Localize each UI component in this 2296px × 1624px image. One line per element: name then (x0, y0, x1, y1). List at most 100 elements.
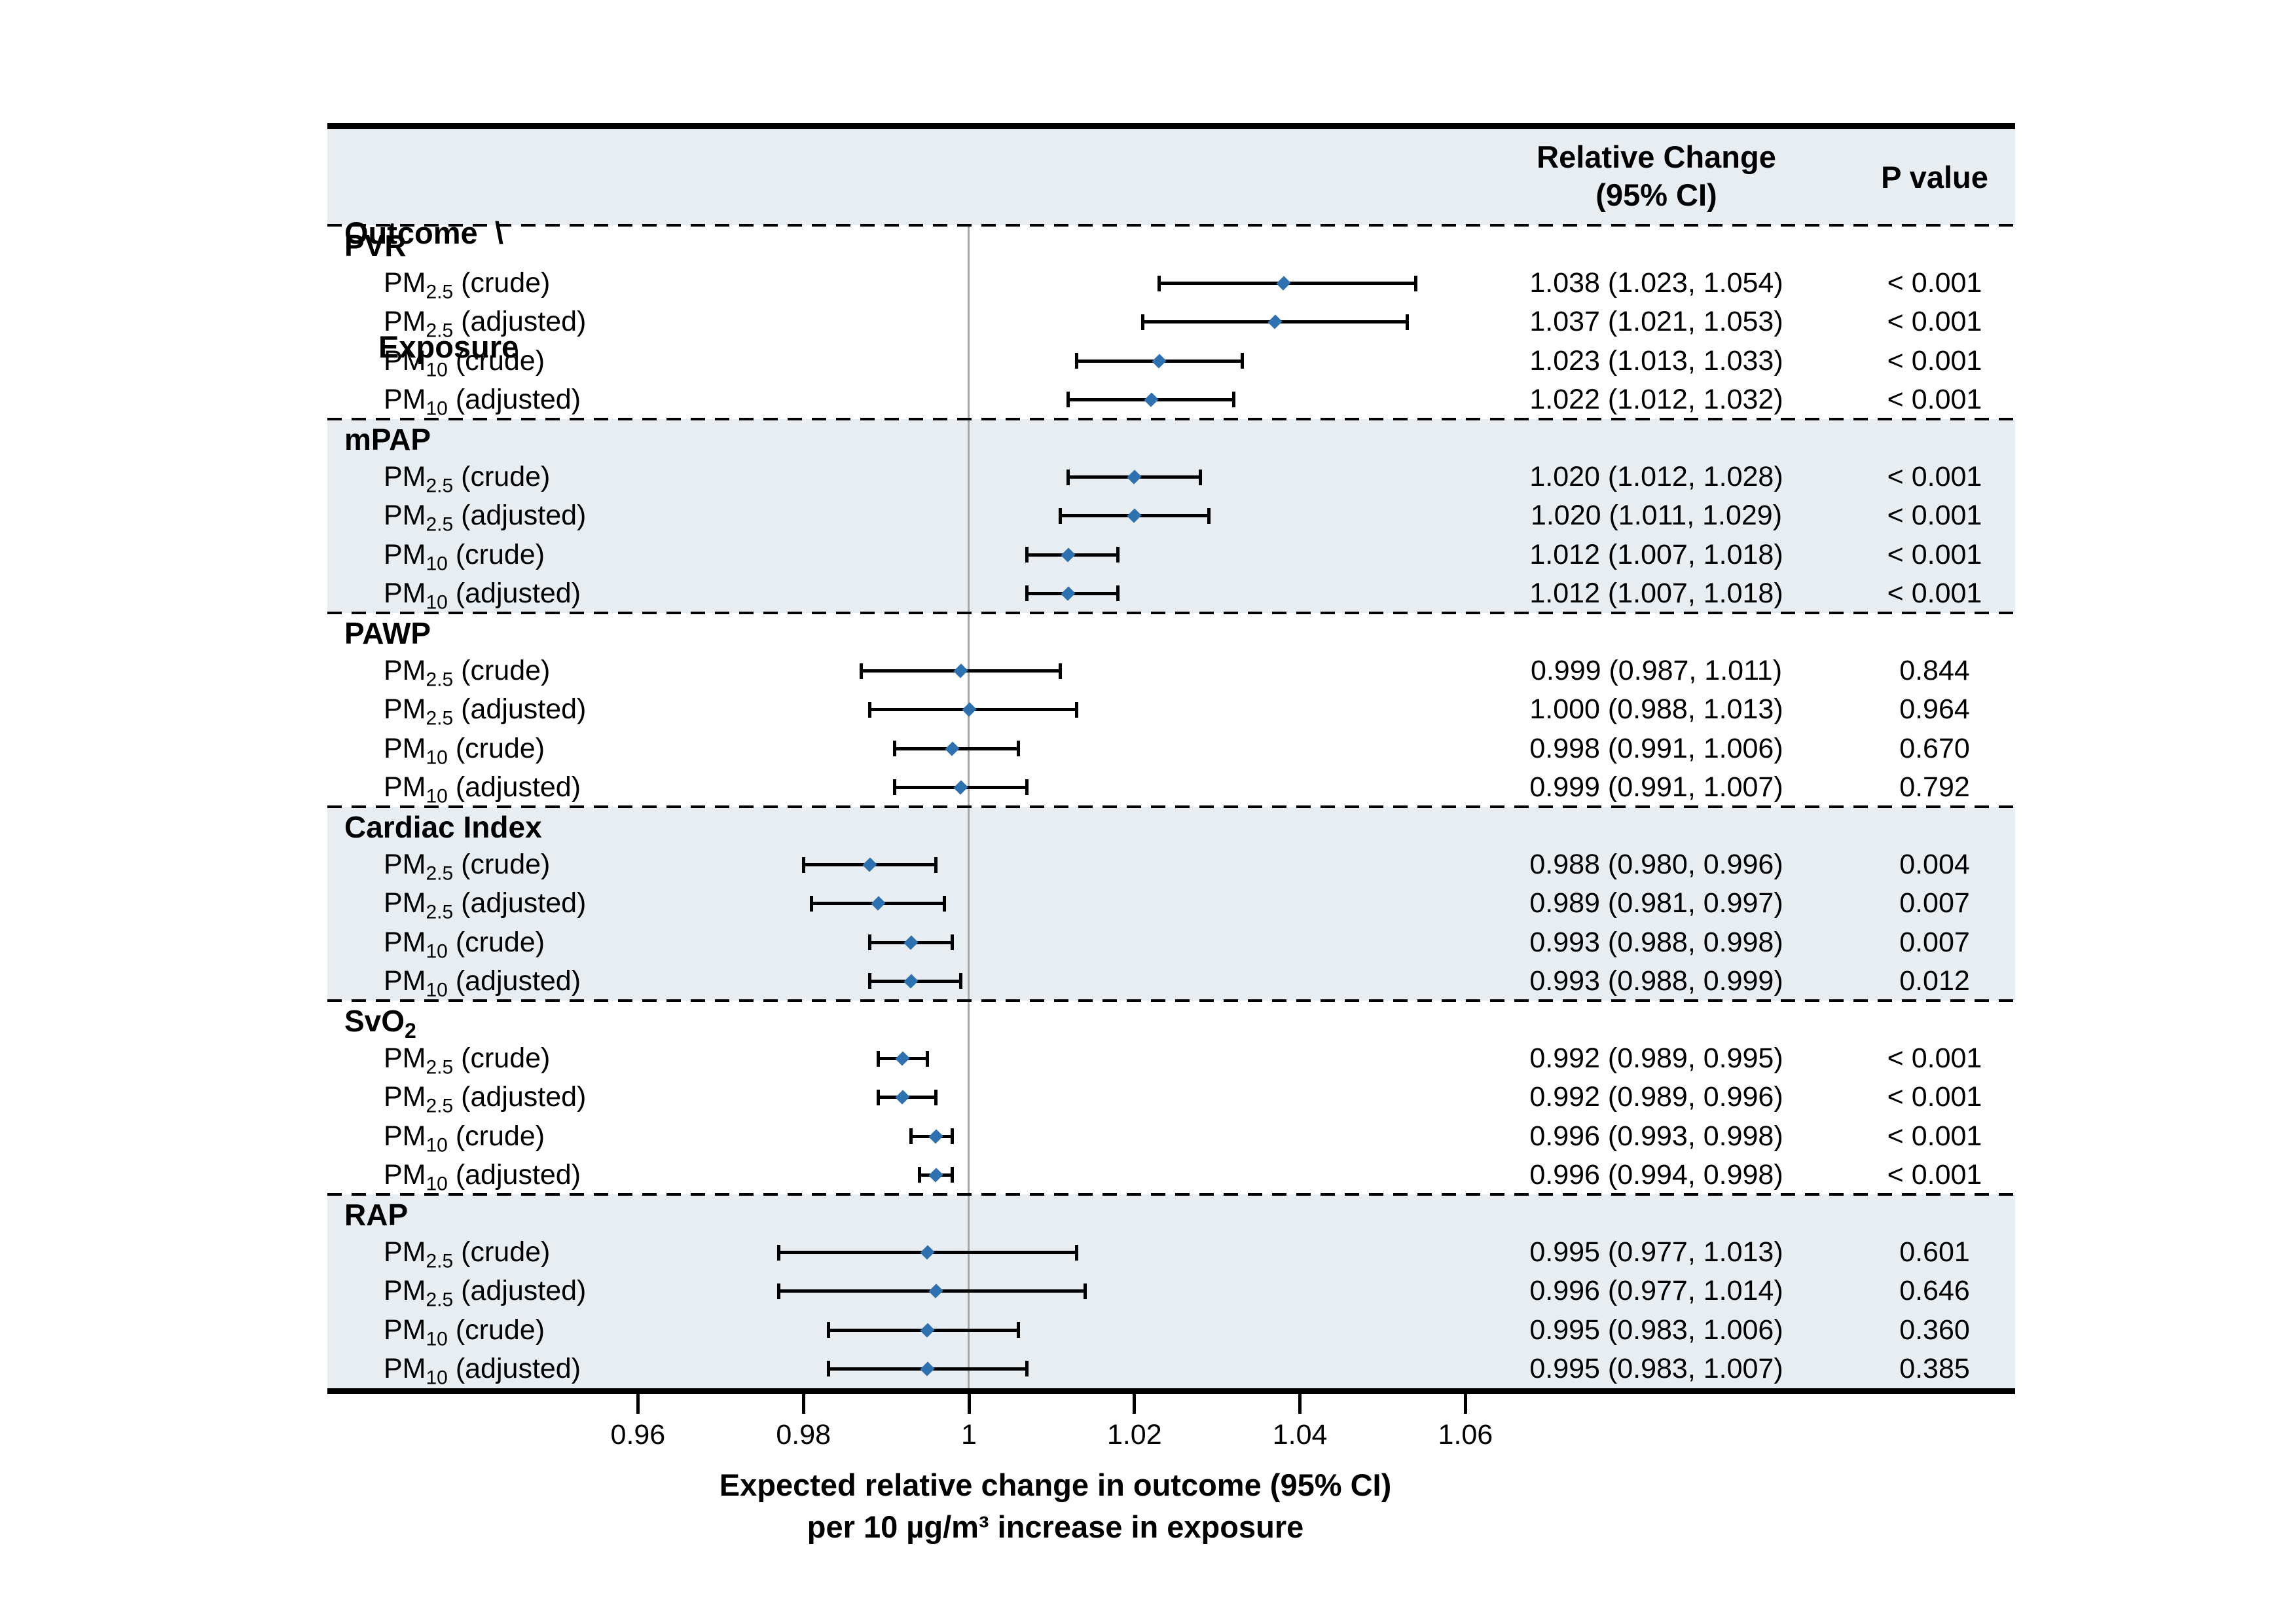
p-value-text: 0.360 (1899, 1314, 1970, 1346)
exposure-label: PM2.5 (adjusted) (384, 693, 587, 729)
outcome-group-title: PVR (344, 229, 407, 263)
ci-cap-right (1240, 353, 1244, 369)
exposure-label: PM10 (crude) (384, 1314, 545, 1350)
forest-row: PM2.5 (adjusted) 1.000 (0.988, 1.013) 0.96… (327, 690, 2015, 729)
ci-cap-left (776, 1244, 780, 1261)
ci-cap-left (876, 1089, 880, 1105)
exposure-label-subscript: 10 (426, 979, 448, 1001)
section-divider (327, 418, 2015, 420)
x-axis-tick (1133, 1394, 1137, 1414)
forest-row: PM10 (adjusted) 0.993 (0.988, 0.999) 0.012 (327, 962, 2015, 1001)
exposure-label-subscript: 2.5 (426, 475, 454, 497)
ci-cap-left (892, 779, 896, 796)
outcome-group-title: Cardiac Index (344, 810, 542, 844)
x-axis-title-line1: Expected relative change in outcome (95%… (719, 1467, 1392, 1502)
section-divider (327, 224, 2015, 227)
ci-cap-right (951, 934, 955, 951)
forest-row: PM2.5 (adjusted) 0.992 (0.989, 0.996) < 0.… (327, 1078, 2015, 1117)
estimate-text: 0.998 (0.991, 1.006) (1529, 732, 1783, 764)
x-axis-tick-label: 0.98 (776, 1419, 831, 1450)
x-axis-title-line2: per 10 µg/m³ increase in exposure (807, 1509, 1304, 1544)
ci-cap-right (1074, 701, 1078, 718)
ci-cap-left (1074, 353, 1078, 369)
estimate-text: 0.989 (0.981, 0.997) (1529, 887, 1783, 919)
outcome-section-svo: SvO2 PM2.5 (crude) 0.992 (0.989, 0.995) < 0… (327, 1001, 2015, 1194)
estimate-diamond (862, 857, 877, 872)
exposure-label: PM10 (crude) (384, 1120, 545, 1156)
estimate-text: 1.020 (1.012, 1.028) (1529, 461, 1783, 493)
estimate-diamond (1127, 508, 1142, 524)
exposure-label: PM2.5 (adjusted) (384, 1081, 587, 1117)
forest-row: PM2.5 (adjusted) 0.989 (0.981, 0.997) 0.00… (327, 884, 2015, 923)
estimate-text: 0.995 (0.983, 1.007) (1529, 1352, 1783, 1384)
p-value-text: 0.385 (1899, 1352, 1970, 1384)
forest-row: PM2.5 (adjusted) 0.996 (0.977, 1.014) 0.64… (327, 1272, 2015, 1311)
exposure-label-subscript: 10 (426, 397, 448, 420)
estimate-text: 1.022 (1.012, 1.032) (1529, 383, 1783, 415)
p-value-text: 0.007 (1899, 926, 1970, 958)
outcome-section-cardiac-index: Cardiac Index PM2.5 (crude) 0.988 (0.980, … (327, 807, 2015, 1001)
estimate-diamond (1061, 586, 1076, 601)
exposure-label: PM10 (crude) (384, 538, 545, 575)
ci-cap-right (1025, 1361, 1029, 1377)
column-header-outcome-line2: Exposure (378, 329, 519, 364)
estimate-diamond (920, 1361, 935, 1376)
ci-cap-right (1017, 1322, 1021, 1338)
outcome-section-rap: RAP PM2.5 (crude) 0.995 (0.977, 1.013) 0.60… (327, 1194, 2015, 1388)
exposure-label: PM2.5 (crude) (384, 655, 551, 691)
estimate-diamond (945, 741, 960, 756)
exposure-label-subscript: 2.5 (426, 1289, 454, 1311)
forest-table: Outcome \ Exposure Relative Change (95% … (327, 123, 2015, 1394)
outcome-group-title: mPAP (344, 422, 431, 456)
forest-row: PM10 (crude) 1.023 (1.013, 1.033) < 0.001 (327, 342, 2015, 381)
p-value-text: 0.844 (1899, 655, 1970, 687)
ci-cap-right (934, 857, 938, 873)
exposure-label-subscript: 2.5 (426, 1056, 454, 1079)
exposure-label: PM10 (crude) (384, 926, 545, 963)
ci-cap-left (876, 1050, 880, 1067)
exposure-label-subscript: 10 (426, 940, 448, 963)
exposure-label: PM10 (adjusted) (384, 771, 581, 807)
forest-row: PM2.5 (crude) 0.992 (0.989, 0.995) < 0.001 (327, 1039, 2015, 1079)
column-header-estimate: Relative Change (95% CI) (1427, 138, 1886, 214)
ci-cap-left (826, 1322, 830, 1338)
exposure-label-subscript: 2.5 (426, 707, 454, 729)
forest-row: PM2.5 (crude) 1.020 (1.012, 1.028) < 0.001 (327, 458, 2015, 497)
forest-row: PM2.5 (adjusted) 1.020 (1.011, 1.029) < 0.… (327, 496, 2015, 536)
section-divider (327, 805, 2015, 808)
ci-cap-left (1066, 392, 1070, 408)
forest-row: PM10 (crude) 1.012 (1.007, 1.018) < 0.001 (327, 536, 2015, 575)
ci-cap-left (1157, 275, 1161, 291)
exposure-label-subscript: 2.5 (426, 1095, 454, 1117)
outcome-section-mpap: mPAP PM2.5 (crude) 1.020 (1.012, 1.028) < 0… (327, 419, 2015, 613)
p-value-text: < 0.001 (1887, 1043, 1982, 1075)
forest-row: PM10 (adjusted) 1.012 (1.007, 1.018) < 0.0… (327, 574, 2015, 614)
column-header-outcome-line1: Outcome \ (344, 215, 503, 250)
ci-cap-left (810, 895, 814, 912)
exposure-label-subscript: 10 (426, 553, 448, 575)
exposure-label: PM2.5 (adjusted) (384, 887, 587, 923)
estimate-text: 1.012 (1.007, 1.018) (1529, 538, 1783, 570)
exposure-label-subscript: 10 (426, 359, 448, 381)
estimate-text: 0.999 (0.991, 1.007) (1529, 771, 1783, 803)
forest-row: PM2.5 (crude) 0.988 (0.980, 0.996) 0.004 (327, 845, 2015, 885)
forest-row: PM2.5 (crude) 1.038 (1.023, 1.054) < 0.001 (327, 264, 2015, 303)
estimate-diamond (953, 663, 968, 678)
exposure-label-subscript: 2.5 (426, 901, 454, 923)
x-axis: 0.96 0.98 1 1.02 1.04 1.06 (327, 1394, 2015, 1486)
ci-cap-right (1207, 507, 1211, 524)
ci-cap-right (951, 1128, 955, 1145)
exposure-label: PM10 (adjusted) (384, 577, 581, 614)
p-value-text: < 0.001 (1887, 383, 1982, 415)
exposure-label: PM2.5 (crude) (384, 1043, 551, 1079)
estimate-diamond (920, 1245, 935, 1260)
p-value-text: < 0.001 (1887, 306, 1982, 338)
estimate-text: 0.992 (0.989, 0.996) (1529, 1081, 1783, 1113)
x-axis-title: Expected relative change in outcome (95%… (335, 1464, 1776, 1548)
ci-cap-left (892, 741, 896, 757)
x-axis-tick (1298, 1394, 1302, 1414)
exposure-label-subscript: 2.5 (426, 281, 454, 303)
p-value-text: 0.007 (1899, 887, 1970, 919)
outcome-group-title: SvO2 (344, 1004, 416, 1043)
p-value-text: 0.670 (1899, 732, 1970, 764)
